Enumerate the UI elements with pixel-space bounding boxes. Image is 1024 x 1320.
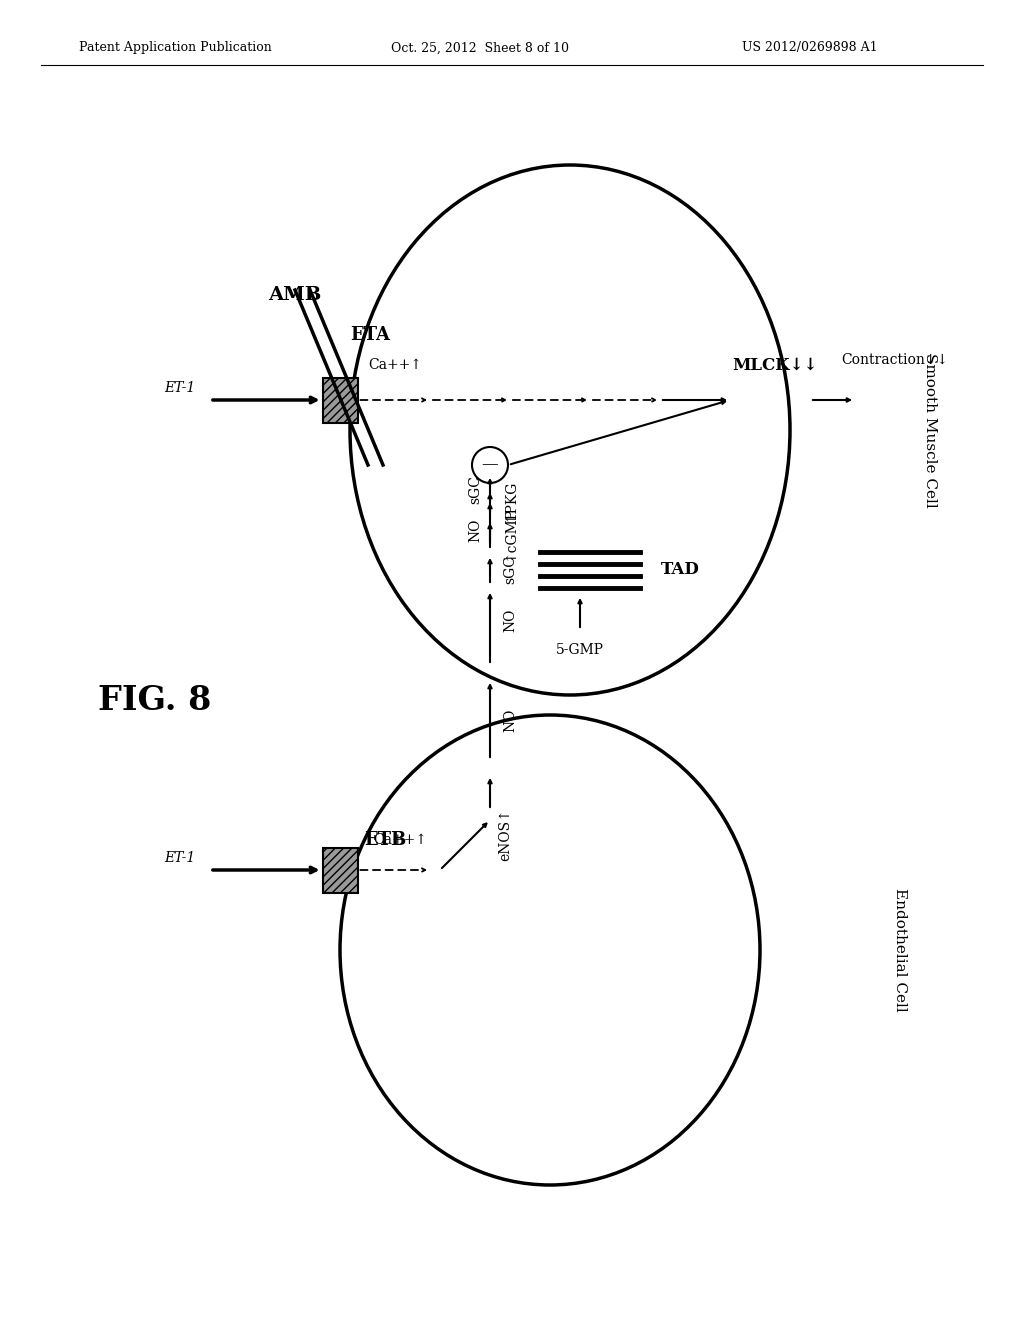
Text: ETA: ETA [350, 326, 390, 345]
Text: NO: NO [503, 709, 517, 731]
Text: eNOS↑: eNOS↑ [498, 809, 512, 862]
Bar [323, 378, 357, 422]
Text: NO: NO [468, 519, 482, 541]
Text: US 2012/0269898 A1: US 2012/0269898 A1 [742, 41, 878, 54]
Text: Endothelial Cell: Endothelial Cell [893, 888, 907, 1012]
Text: Ca++↑: Ca++↑ [373, 833, 427, 847]
Text: sGC: sGC [503, 556, 517, 585]
Text: ↑cGMP: ↑cGMP [503, 507, 517, 561]
Text: FIG. 8: FIG. 8 [98, 684, 212, 717]
Text: MLCK↓↓: MLCK↓↓ [732, 356, 818, 374]
Text: —: — [481, 457, 499, 474]
Text: AMB: AMB [268, 286, 322, 304]
Text: Oct. 25, 2012  Sheet 8 of 10: Oct. 25, 2012 Sheet 8 of 10 [391, 41, 569, 54]
Text: TAD: TAD [660, 561, 699, 578]
Text: 5-GMP: 5-GMP [556, 643, 604, 657]
Text: Contraction↓↓: Contraction↓↓ [842, 352, 948, 367]
Text: ETB: ETB [364, 832, 407, 849]
Text: Ca++↑: Ca++↑ [368, 358, 422, 372]
Bar [323, 847, 357, 892]
Text: ET-1: ET-1 [164, 851, 195, 865]
Text: Smooth Muscle Cell: Smooth Muscle Cell [923, 352, 937, 507]
Text: NO: NO [503, 609, 517, 632]
Text: Patent Application Publication: Patent Application Publication [79, 41, 271, 54]
Text: sGC: sGC [468, 475, 482, 504]
Text: ↑PKG: ↑PKG [503, 479, 517, 523]
Text: ET-1: ET-1 [164, 381, 195, 395]
